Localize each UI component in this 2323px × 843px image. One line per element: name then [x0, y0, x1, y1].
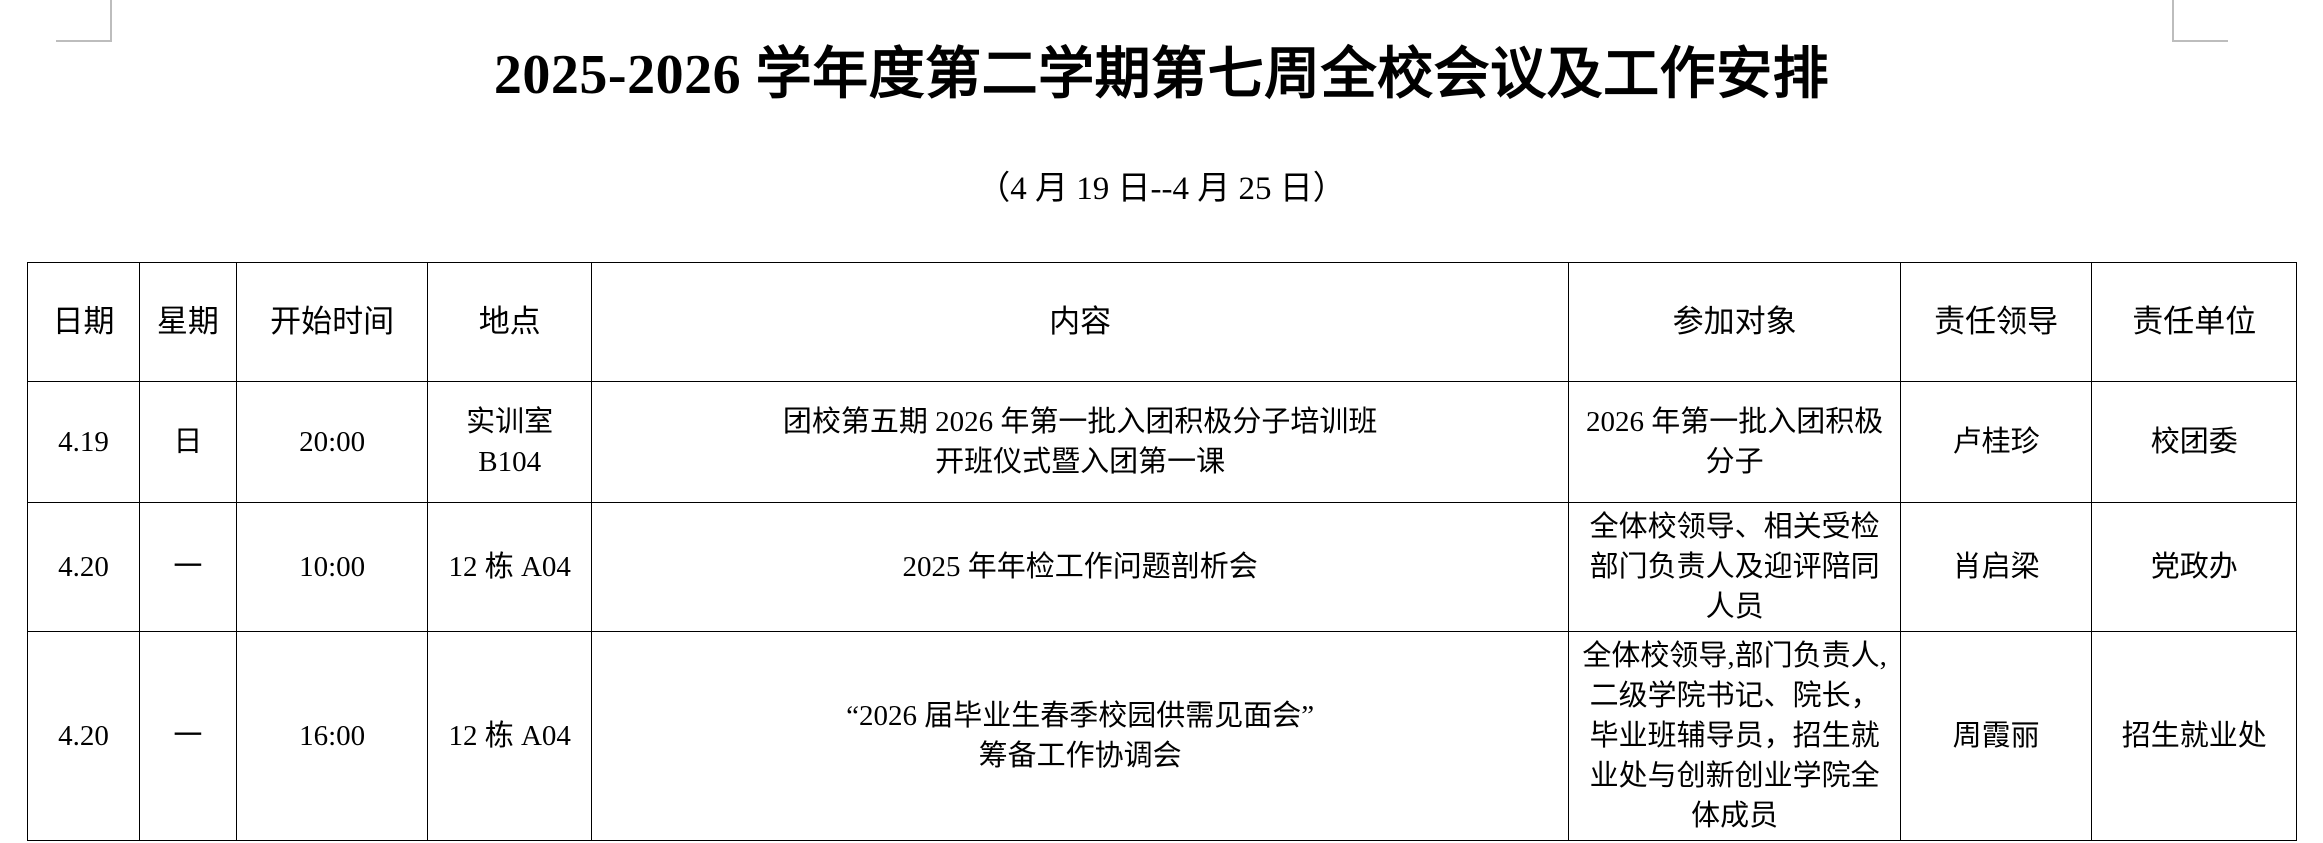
cell-unit: 校团委 — [2091, 381, 2297, 503]
page-title: 2025-2026 学年度第二学期第七周全校会议及工作安排 — [493, 44, 1830, 106]
schedule-table-container: 日期 星期 开始时间 地点 内容 参加对象 责任领导 责任单位 4.19 日 2… — [27, 262, 2297, 842]
cell-time: 10:00 — [235, 501, 429, 633]
column-header-content: 内容 — [590, 262, 1570, 382]
cell-place: 12 栋 A04 — [427, 501, 592, 633]
cell-place: 实训室 B104 — [427, 381, 592, 503]
column-header-unit: 责任单位 — [2091, 262, 2297, 382]
cell-date: 4.19 — [27, 381, 140, 503]
cell-leader: 周霞丽 — [1899, 631, 2093, 842]
cell-content-line-1: 2025 年年检工作问题剖析会 — [902, 551, 1258, 584]
column-header-leader: 责任领导 — [1899, 262, 2093, 382]
cell-leader: 肖启梁 — [1899, 501, 2093, 633]
cell-unit: 招生就业处 — [2091, 631, 2297, 842]
cell-content-line-1: 团校第五期 2026 年第一批入团积极分子培训班 — [782, 405, 1378, 438]
cell-weekday: 一 — [138, 501, 237, 633]
column-header-date: 日期 — [27, 262, 140, 382]
cell-weekday: 日 — [138, 381, 237, 503]
table-header-row: 日期 星期 开始时间 地点 内容 参加对象 责任领导 责任单位 — [27, 262, 2297, 382]
cell-content-line-2: 开班仪式暨入团第一课 — [935, 446, 1226, 478]
cell-date: 4.20 — [27, 631, 140, 842]
column-header-weekday: 星期 — [138, 262, 237, 382]
cell-content: 团校第五期 2026 年第一批入团积极分子培训班 开班仪式暨入团第一课 — [590, 381, 1570, 503]
cell-place-line-1: 12 栋 A04 — [448, 551, 571, 584]
cell-time: 20:00 — [235, 381, 429, 503]
column-header-place: 地点 — [427, 262, 592, 382]
cell-leader: 卢桂珍 — [1899, 381, 2093, 503]
cell-place-line-1: 12 栋 A04 — [448, 720, 571, 753]
cell-weekday: 一 — [138, 631, 237, 842]
table-row: 4.19 日 20:00 实训室 B104 团校第五期 2026 年第一批入团积… — [27, 381, 2297, 503]
column-header-time: 开始时间 — [235, 262, 429, 382]
schedule-table: 日期 星期 开始时间 地点 内容 参加对象 责任领导 责任单位 4.19 日 2… — [27, 262, 2297, 842]
cell-place-line-2: B104 — [478, 446, 542, 478]
table-row: 4.20 一 16:00 12 栋 A04 “2026 届毕业生春季校园供需见面… — [27, 631, 2297, 842]
cell-unit: 党政办 — [2091, 501, 2297, 633]
table-row: 4.20 一 10:00 12 栋 A04 2025 年年检工作问题剖析会 全体… — [27, 501, 2297, 633]
cell-time: 16:00 — [235, 631, 429, 842]
cell-place: 12 栋 A04 — [427, 631, 592, 842]
cell-content: “2026 届毕业生春季校园供需见面会” 筹备工作协调会 — [590, 631, 1570, 842]
cell-date: 4.20 — [27, 501, 140, 633]
cell-audience: 2026 年第一批入团积极分子 — [1568, 381, 1901, 503]
cell-audience: 全体校领导,部门负责人,二级学院书记、院长，毕业班辅导员，招生就业处与创新创业学… — [1568, 631, 1901, 842]
cell-audience: 全体校领导、相关受检部门负责人及迎评陪同人员 — [1568, 501, 1901, 633]
cell-content-line-2: 筹备工作协调会 — [978, 740, 1182, 773]
crop-mark-top-right-icon — [2172, 0, 2228, 42]
cell-content-line-1: “2026 届毕业生春季校园供需见面会” — [846, 700, 1315, 733]
page-subtitle-date-range: （4 月 19 日--4 月 25 日） — [977, 171, 1346, 207]
column-header-audience: 参加对象 — [1568, 262, 1901, 382]
cell-content: 2025 年年检工作问题剖析会 — [590, 501, 1570, 633]
crop-mark-top-left-icon — [56, 0, 112, 42]
cell-place-line-1: 实训室 — [466, 405, 554, 438]
